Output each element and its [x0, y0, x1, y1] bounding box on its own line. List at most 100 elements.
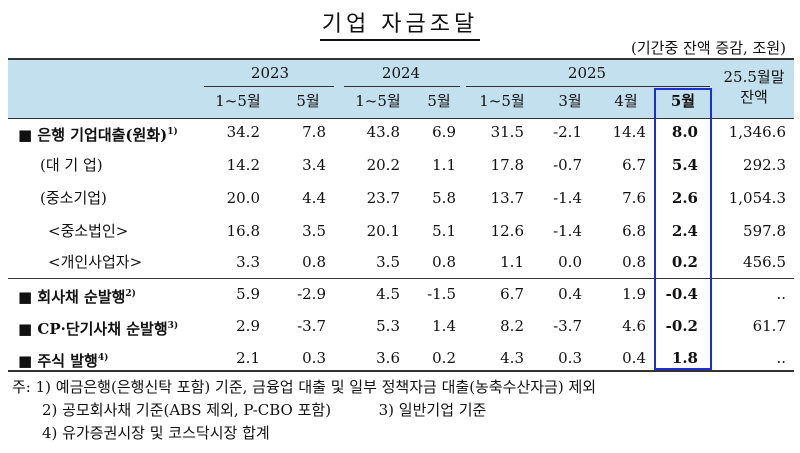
table-title: 기업 자금조달: [0, 6, 800, 41]
table-cell: 4.5: [376, 285, 400, 303]
table-cell: -1.4: [553, 222, 582, 240]
table-cell: 14.4: [612, 123, 646, 141]
table-cell: -0.4: [665, 285, 698, 303]
table-cell: 0.3: [558, 349, 582, 367]
row-label-corporate-bonds: ■ 회사채 순발행2): [18, 288, 136, 306]
table-cell: -3.7: [297, 317, 326, 335]
table-cell: ..: [776, 349, 786, 367]
row-label-sole-proprietors: <개인사업자>: [48, 253, 143, 271]
footnote-4: 4) 유가증권시장 및 코스닥시장 합계: [42, 424, 270, 442]
table-cell: 3.5: [302, 222, 326, 240]
table-cell: 0.8: [432, 253, 456, 271]
col-2023-may: 5월: [296, 92, 320, 110]
table-cell: 1.1: [432, 156, 456, 174]
table-cell: -1.4: [553, 189, 582, 207]
table-cell: 292.3: [743, 156, 786, 174]
table-cell: 1.8: [671, 349, 698, 367]
table-cell: 43.8: [366, 123, 400, 141]
table-cell: -0.2: [665, 317, 698, 335]
header-rule: [8, 118, 794, 119]
col-2025-mar: 3월: [558, 92, 582, 110]
footnotes: 주: 1) 예금은행(은행신탁 포함) 기준, 금융업 대출 및 일부 정책자금…: [12, 376, 596, 445]
table-cell: 456.5: [743, 253, 786, 271]
table-cell: 6.7: [500, 285, 524, 303]
table-cell: 20.1: [366, 222, 400, 240]
table-cell: 31.5: [490, 123, 524, 141]
table-cell: 3.3: [236, 253, 260, 271]
table-cell: 0.2: [671, 253, 698, 271]
table-cell: 1,054.3: [728, 189, 786, 207]
table-cell: 3.5: [376, 253, 400, 271]
col-2024-jan-may: 1~5월: [355, 92, 401, 110]
table-cell: -2.1: [553, 123, 582, 141]
table-cell: 34.2: [226, 123, 260, 141]
year-2024-underline: [344, 86, 460, 87]
table-cell: 6.9: [432, 123, 456, 141]
row-label-sme: (중소기업): [40, 189, 107, 207]
row-label-large-firms: (대 기 업): [40, 156, 103, 174]
table-cell: 3.6: [376, 349, 400, 367]
table-cell: 0.4: [558, 285, 582, 303]
table-cell: 1,346.6: [728, 123, 786, 141]
table-cell: 20.2: [366, 156, 400, 174]
table-cell: 2.9: [236, 317, 260, 335]
row-label-cp-short-term-bonds: ■ CP·단기사채 순발행3): [18, 320, 179, 338]
table-cell: 6.8: [622, 222, 646, 240]
table-cell: 2.6: [671, 189, 698, 207]
data-table: 2023 2024 2025 1~5월 5월 1~5월 5월 1~5월 3월 4…: [8, 58, 794, 372]
table-cell: 5.1: [432, 222, 456, 240]
table-cell: 3.4: [302, 156, 326, 174]
year-2024: 2024: [381, 64, 421, 82]
table-cell: -1.5: [427, 285, 456, 303]
footnote-2: 2) 공모회사채 기준(ABS 제외, P-CBO 포함): [42, 401, 332, 419]
table-cell: 1.1: [500, 253, 524, 271]
table-cell: 7.8: [302, 123, 326, 141]
footnote-1: 주: 1) 예금은행(은행신탁 포함) 기준, 금융업 대출 및 일부 정책자금…: [12, 378, 597, 396]
table-cell: 0.8: [622, 253, 646, 271]
table-cell: 23.7: [366, 189, 400, 207]
col-2025-may: 5월: [670, 92, 696, 110]
table-cell: 5.8: [432, 189, 456, 207]
section-rule: [8, 278, 794, 279]
table-cell: 8.0: [671, 123, 698, 141]
table-cell: -2.9: [297, 285, 326, 303]
table-cell: 2.1: [236, 349, 260, 367]
table-cell: 2.4: [671, 222, 698, 240]
table-cell: 14.2: [226, 156, 260, 174]
table-cell: 5.9: [236, 285, 260, 303]
footnote-line-2: 2) 공모회사채 기준(ABS 제외, P-CBO 포함) 3) 일반기업 기준: [12, 399, 596, 422]
col-2024-may: 5월: [427, 92, 451, 110]
table-cell: 20.0: [226, 189, 260, 207]
row-label-sme-corporations: <중소법인>: [48, 222, 129, 240]
row-label-equity-issuance: ■ 주식 발행4): [18, 352, 109, 370]
col-balance-line2: 잔액: [740, 88, 768, 106]
table-cell: 4.4: [302, 189, 326, 207]
may-2025-highlight-box: [654, 88, 712, 370]
year-2025: 2025: [567, 64, 607, 82]
table-cell: 17.8: [490, 156, 524, 174]
table-cell: 7.6: [622, 189, 646, 207]
table-cell: 13.7: [490, 189, 524, 207]
table-cell: 597.8: [743, 222, 786, 240]
table-cell: 12.6: [490, 222, 524, 240]
table-cell: 4.6: [622, 317, 646, 335]
table-cell: 0.2: [432, 349, 456, 367]
table-cell: 16.8: [226, 222, 260, 240]
table-cell: 4.3: [500, 349, 524, 367]
footnote-3: 3) 일반기업 기준: [378, 401, 487, 419]
bottom-rule: [8, 370, 794, 372]
col-2025-jan-may: 1~5월: [479, 92, 525, 110]
table-cell: 0.8: [302, 253, 326, 271]
table-cell: 0.3: [302, 349, 326, 367]
unit-label: (기간중 잔액 증감, 조원): [631, 39, 786, 57]
table-cell: 1.9: [622, 285, 646, 303]
col-2025-apr: 4월: [614, 92, 638, 110]
year-2023: 2023: [250, 64, 290, 82]
table-cell: 5.4: [671, 156, 698, 174]
row-label-bank-loans: ■ 은행 기업대출(원화)1): [18, 126, 178, 144]
top-rule: [8, 58, 794, 60]
table-cell: ..: [776, 285, 786, 303]
table-cell: -3.7: [553, 317, 582, 335]
col-balance-line1: 25.5월말: [723, 68, 785, 86]
table-cell: 1.4: [432, 317, 456, 335]
